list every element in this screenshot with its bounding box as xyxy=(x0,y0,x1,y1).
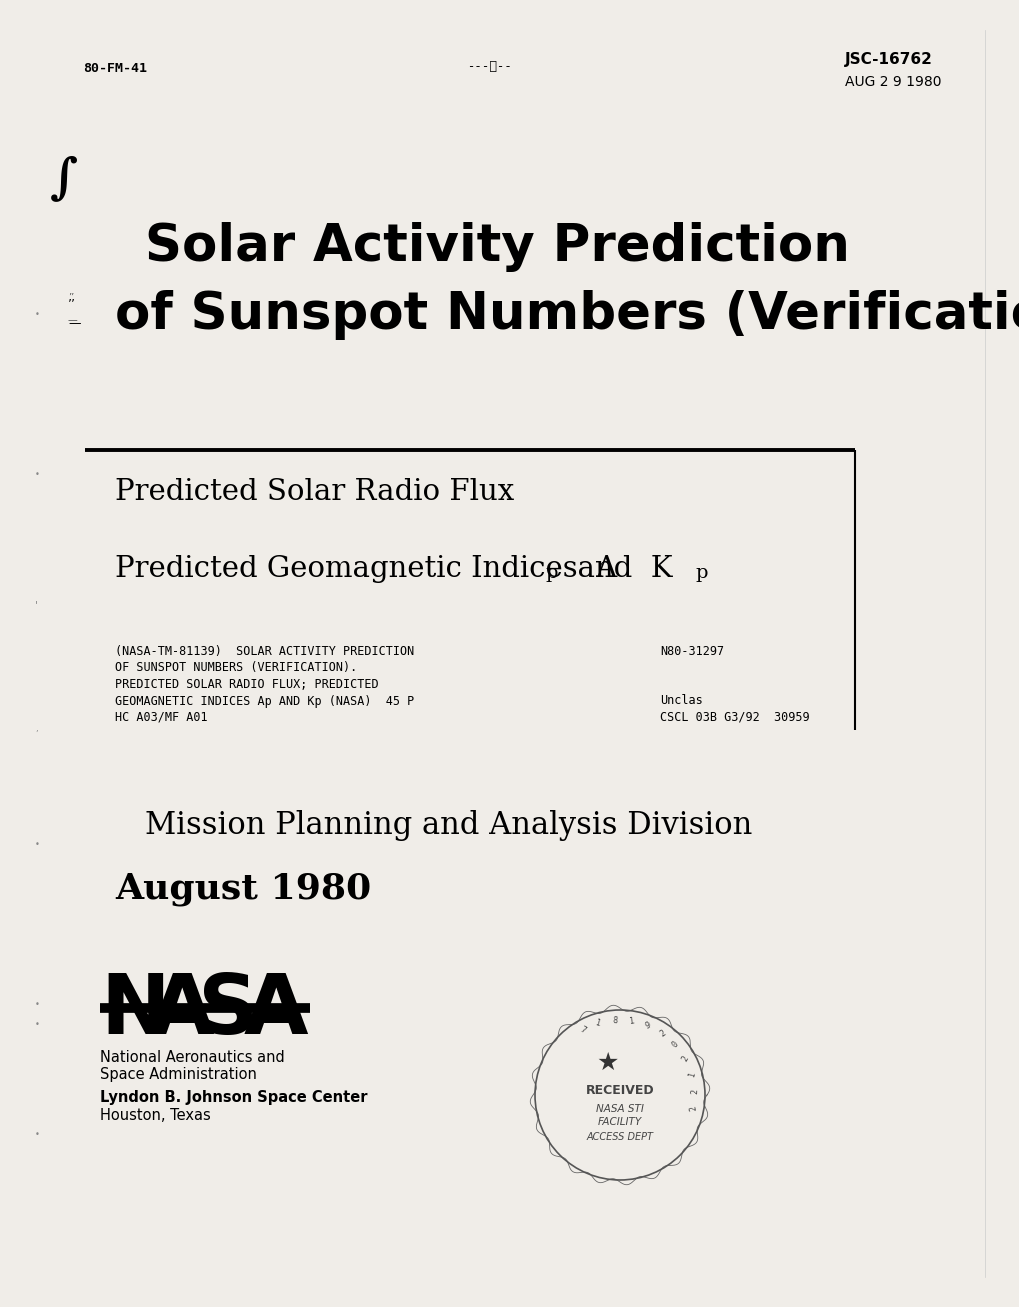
Text: A: A xyxy=(150,970,214,1051)
Text: N80-31297: N80-31297 xyxy=(659,644,723,657)
Text: of Sunspot Numbers (Verification): of Sunspot Numbers (Verification) xyxy=(115,290,1019,340)
Text: •: • xyxy=(35,1019,40,1029)
Text: 7: 7 xyxy=(578,1025,586,1035)
Text: N: N xyxy=(100,970,169,1051)
Text: —: — xyxy=(68,315,77,325)
Text: Houston, Texas: Houston, Texas xyxy=(100,1108,211,1123)
Text: CSCL 03B G3/92  30959: CSCL 03B G3/92 30959 xyxy=(659,711,809,724)
Text: ★: ★ xyxy=(596,1051,619,1074)
Text: 1: 1 xyxy=(628,1016,634,1026)
Text: PREDICTED SOLAR RADIO FLUX; PREDICTED: PREDICTED SOLAR RADIO FLUX; PREDICTED xyxy=(115,678,378,691)
Text: 2: 2 xyxy=(680,1055,690,1063)
Text: •: • xyxy=(35,1131,40,1138)
Text: 1: 1 xyxy=(594,1018,601,1029)
Text: AUG 2 9 1980: AUG 2 9 1980 xyxy=(844,74,941,89)
Text: 2: 2 xyxy=(688,1104,698,1111)
Text: OF SUNSPOT NUMBERS (VERIFICATION).: OF SUNSPOT NUMBERS (VERIFICATION). xyxy=(115,661,357,674)
Text: ∫: ∫ xyxy=(50,156,78,203)
Text: ACCESS DEPT: ACCESS DEPT xyxy=(586,1132,653,1142)
Text: ---★--: ---★-- xyxy=(467,60,512,73)
Text: FACILITY: FACILITY xyxy=(597,1117,642,1127)
Text: HC A03/MF A01: HC A03/MF A01 xyxy=(115,711,208,724)
Text: ’’: ’’ xyxy=(68,293,74,303)
Text: p: p xyxy=(694,565,707,582)
Text: Predicted Geomagnetic Indices  A: Predicted Geomagnetic Indices A xyxy=(115,555,616,583)
Text: and  K: and K xyxy=(558,555,672,583)
Text: ’’: ’’ xyxy=(68,297,76,310)
Text: 0: 0 xyxy=(671,1040,680,1050)
Text: ’: ’ xyxy=(35,731,38,738)
Text: Predicted Solar Radio Flux: Predicted Solar Radio Flux xyxy=(115,478,514,506)
Text: •: • xyxy=(35,471,40,478)
Text: —: — xyxy=(68,318,81,329)
Text: GEOMAGNETIC INDICES Ap AND Kp (NASA)  45 P: GEOMAGNETIC INDICES Ap AND Kp (NASA) 45 … xyxy=(115,694,414,707)
Text: 2: 2 xyxy=(657,1029,667,1039)
Text: •: • xyxy=(35,1000,40,1009)
Text: RECEIVED: RECEIVED xyxy=(585,1084,653,1097)
Text: NASA STI: NASA STI xyxy=(595,1104,643,1114)
Text: National Aeronautics and: National Aeronautics and xyxy=(100,1050,284,1065)
Text: 8: 8 xyxy=(611,1016,616,1025)
Text: August 1980: August 1980 xyxy=(115,872,371,906)
Text: 2: 2 xyxy=(690,1089,699,1094)
Text: Space Administration: Space Administration xyxy=(100,1067,257,1082)
Text: p: p xyxy=(544,565,557,582)
Text: Solar Activity Prediction: Solar Activity Prediction xyxy=(145,222,849,272)
Text: Lyndon B. Johnson Space Center: Lyndon B. Johnson Space Center xyxy=(100,1090,367,1104)
Text: •: • xyxy=(35,310,40,319)
Text: JSC-16762: JSC-16762 xyxy=(844,52,932,67)
Text: Unclas: Unclas xyxy=(659,694,702,707)
Text: S: S xyxy=(198,970,258,1051)
Text: (NASA-TM-81139)  SOLAR ACTIVITY PREDICTION: (NASA-TM-81139) SOLAR ACTIVITY PREDICTIO… xyxy=(115,644,414,657)
Text: 1: 1 xyxy=(687,1070,696,1078)
Text: Mission Planning and Analysis Division: Mission Planning and Analysis Division xyxy=(145,810,752,840)
Text: ': ' xyxy=(35,600,38,610)
Text: •: • xyxy=(35,840,40,850)
Text: 80-FM-41: 80-FM-41 xyxy=(83,61,147,74)
Text: A: A xyxy=(244,970,308,1051)
Text: 9: 9 xyxy=(643,1021,651,1031)
